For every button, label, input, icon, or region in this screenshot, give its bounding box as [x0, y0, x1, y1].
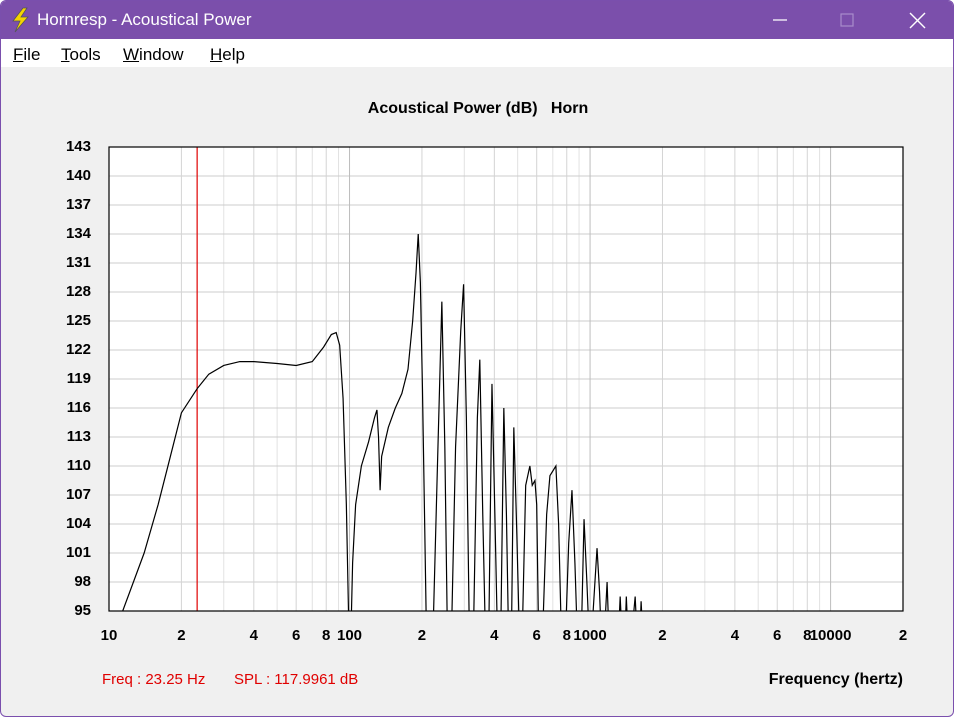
menu-bar: File Tools Window Help [1, 39, 953, 67]
status-freq: Freq : 23.25 Hz [102, 671, 205, 688]
y-tick-label: 137 [66, 196, 91, 213]
menu-item[interactable]: File [13, 45, 41, 64]
x-axis-label: Frequency (hertz) [769, 671, 903, 688]
grid [108, 146, 904, 612]
x-tick-label: 8 [803, 627, 811, 644]
y-tick-label: 101 [66, 544, 91, 561]
chart-title: Acoustical Power (dB) Horn [368, 100, 588, 117]
status-spl: SPL : 117.9961 dB [234, 671, 358, 688]
x-tick-label: 1000 [573, 627, 606, 644]
y-tick-label: 116 [67, 399, 91, 416]
y-tick-label: 113 [67, 428, 91, 445]
x-tick-label: 2 [658, 627, 666, 644]
y-tick-label: 104 [66, 515, 92, 532]
x-tick-label: 100 [337, 627, 362, 644]
x-tick-label: 2 [899, 627, 907, 644]
x-tick-label: 10000 [810, 627, 852, 644]
menu-item[interactable]: Help [210, 45, 245, 64]
y-tick-label: 128 [66, 283, 91, 300]
window-controls[interactable] [773, 1, 953, 39]
y-tick-label: 143 [66, 138, 91, 155]
y-tick-label: 131 [66, 254, 91, 271]
x-tick-label: 6 [773, 627, 781, 644]
y-tick-label: 140 [66, 167, 91, 184]
x-tick-label: 8 [322, 627, 330, 644]
y-tick-label: 98 [74, 573, 91, 590]
y-tick-label: 110 [67, 457, 91, 474]
x-tick-label: 6 [292, 627, 300, 644]
y-tick-label: 122 [66, 341, 91, 358]
x-tick-label: 4 [490, 627, 499, 644]
app-icon [12, 7, 29, 33]
y-tick-label: 95 [74, 602, 91, 619]
y-tick-label: 134 [66, 225, 92, 242]
title-bar: Hornresp - Acoustical Power [1, 1, 953, 39]
menu-item[interactable]: Window [123, 45, 184, 64]
x-tick-label: 2 [418, 627, 426, 644]
x-tick-label: 4 [250, 627, 259, 644]
y-tick-label: 107 [66, 486, 91, 503]
x-tick-label: 8 [563, 627, 571, 644]
window-title: Hornresp - Acoustical Power [37, 10, 252, 29]
power-curve [122, 233, 643, 611]
y-tick-label: 125 [66, 312, 91, 329]
plot-frame [108, 146, 904, 612]
x-tick-label: 6 [533, 627, 541, 644]
menu-item[interactable]: Tools [61, 45, 101, 64]
x-tick-label: 10 [101, 627, 118, 644]
x-tick-label: 2 [177, 627, 185, 644]
x-tick-label: 4 [731, 627, 740, 644]
y-tick-label: 119 [67, 370, 91, 387]
